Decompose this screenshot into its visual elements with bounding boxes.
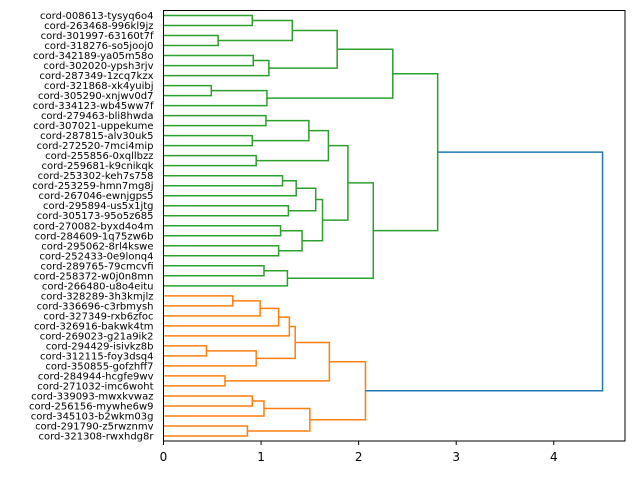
leaf-label: cord-272520-7mci4mip xyxy=(37,141,154,152)
dendrogram-link-cluster_1 xyxy=(266,48,394,99)
dendrogram-link-cluster_1 xyxy=(302,198,324,242)
dendrogram-link-cluster_1 xyxy=(163,34,219,47)
leaf-label: cord-305173-95o5z685 xyxy=(37,211,154,222)
leaf-label: cord-271032-imc6woht xyxy=(37,381,153,392)
dendrogram-link-cluster_2 xyxy=(163,345,208,357)
leaf-label: cord-267046-ewnjgps5 xyxy=(38,191,153,202)
dendrogram-link-cluster_1 xyxy=(163,84,213,97)
leaf-label: cord-326916-bakwk4tm xyxy=(34,321,154,332)
dendrogram-link-cluster_2 xyxy=(247,407,311,432)
leaf-label: cord-342189-ya05m58o xyxy=(33,51,153,62)
dendrogram-link-cluster_2 xyxy=(163,400,265,417)
leaf-label: cord-345103-b2wkm03g xyxy=(31,411,154,422)
leaf-label: cord-294429-isivkz8b xyxy=(46,341,154,352)
x-tick-label: 1 xyxy=(257,450,265,464)
leaf-label: cord-318276-so5jooj0 xyxy=(44,41,153,52)
leaf-label: cord-328289-3h3kmjlz xyxy=(41,291,154,302)
dendrogram-link-cluster_1 xyxy=(373,72,439,232)
leaf-label: cord-287815-alv30uk5 xyxy=(40,131,153,142)
leaf-label: cord-269023-g21a9ik2 xyxy=(40,331,154,342)
leaf-label: cord-302020-ypsh3rjv xyxy=(43,61,153,72)
dendrogram-link-cluster_1 xyxy=(163,14,254,27)
leaf-label: cord-336696-c3rbmysh xyxy=(37,301,154,312)
dendrogram-links xyxy=(163,14,604,437)
leaf-label: cord-263468-996kl9jz xyxy=(44,21,153,32)
dendrogram-link-cluster_1 xyxy=(268,29,338,69)
dendrogram-link-cluster_2 xyxy=(309,360,367,421)
dendrogram-link-cluster_2 xyxy=(163,300,261,317)
leaf-label: cord-284609-1q75zw6b xyxy=(35,231,154,242)
leaf-label: cord-252433-0e9lonq4 xyxy=(39,251,153,262)
dendrogram-link-cluster_1 xyxy=(278,230,303,252)
x-tick-label: 4 xyxy=(550,450,558,464)
dendrogram-link-cluster_1 xyxy=(163,245,280,257)
dendrogram-link-cluster_1 xyxy=(163,114,267,127)
dendrogram-link-cluster_1 xyxy=(163,89,268,107)
leaf-label: cord-301997-63160t7f xyxy=(41,31,154,42)
leaf-labels: cord-008613-tysyq6o4cord-263468-996kl9jz… xyxy=(29,11,154,442)
dendrogram-link-root xyxy=(365,151,604,392)
leaf-label: cord-334123-wb45ww7f xyxy=(33,101,154,112)
x-tick-label: 2 xyxy=(355,450,363,464)
leaf-label: cord-295062-8rl4kswe xyxy=(41,241,153,252)
leaf-label: cord-321308-rwxhdg8r xyxy=(38,431,154,442)
leaf-label: cord-258372-w0j0n8mn xyxy=(34,271,154,282)
leaf-label: cord-339093-mwxkvwaz xyxy=(31,391,153,402)
dendrogram-link-cluster_2 xyxy=(224,341,331,382)
leaf-label: cord-289765-79cmcvfi xyxy=(41,261,154,272)
leaf-label: cord-287349-1zcq7kzx xyxy=(39,71,153,82)
plot-frame xyxy=(163,10,626,442)
dendrogram-link-cluster_2 xyxy=(163,295,234,307)
dendrogram-link-cluster_2 xyxy=(163,307,280,327)
dendrogram-link-cluster_1 xyxy=(163,59,270,77)
dendrogram-link-cluster_1 xyxy=(163,54,255,67)
dendrogram-link-cluster_1 xyxy=(322,144,349,221)
leaf-label: cord-259681-k9cnikqk xyxy=(42,161,154,172)
dendrogram-link-cluster_1 xyxy=(163,225,282,237)
dendrogram-link-cluster_1 xyxy=(163,204,290,217)
leaf-label: cord-256156-mywhe6w9 xyxy=(29,401,154,412)
x-tick-label: 0 xyxy=(160,450,168,464)
leaf-label: cord-321868-xk4yuibj xyxy=(44,81,154,92)
leaf-label: cord-008613-tysyq6o4 xyxy=(40,11,153,22)
leaf-label: cord-307021-uppekume xyxy=(33,121,153,132)
dendrogram-link-cluster_2 xyxy=(163,375,226,387)
leaf-label: cord-279463-bli8hwda xyxy=(41,111,154,122)
leaf-label: cord-253302-keh7s758 xyxy=(38,171,154,182)
leaf-label: cord-270082-byxd4o4m xyxy=(33,221,153,232)
dendrogram-link-cluster_1 xyxy=(218,19,294,42)
leaf-label: cord-350855-gofzhff7 xyxy=(45,361,153,372)
dendrogram-link-cluster_1 xyxy=(256,129,330,162)
dendrogram-link-cluster_1 xyxy=(288,187,317,212)
dendrogram-link-cluster_1 xyxy=(252,119,310,142)
leaf-label: cord-284944-hcgfe9wv xyxy=(38,371,154,382)
dendrogram-link-cluster_1 xyxy=(163,179,297,197)
x-tick-label: 3 xyxy=(452,450,460,464)
leaf-label: cord-255856-0xqllbzz xyxy=(45,151,153,162)
dendrogram-link-cluster_1 xyxy=(163,154,257,167)
dendrogram-link-cluster_1 xyxy=(163,270,289,287)
leaf-label: cord-327349-rxb6zfoc xyxy=(43,311,153,322)
x-axis-ticks: 0 1 2 3 4 xyxy=(160,441,558,464)
dendrogram-link-cluster_2 xyxy=(163,350,257,367)
dendrogram-link-cluster_1 xyxy=(163,174,284,187)
leaf-label: cord-312115-foy3dsq4 xyxy=(40,351,153,362)
leaf-label: cord-266480-u8o4eitu xyxy=(42,281,154,292)
dendrogram-link-cluster_1 xyxy=(163,134,254,147)
leaf-label: cord-305290-xnjwv0d7 xyxy=(38,91,154,102)
dendrogram-link-cluster_2 xyxy=(163,395,254,407)
leaf-label: cord-291790-z5rwznmv xyxy=(35,421,154,432)
dendrogram-link-cluster_2 xyxy=(163,425,249,437)
leaf-label: cord-253259-hmn7mg8j xyxy=(32,181,153,192)
leaf-label: cord-295894-us5x1jtg xyxy=(43,201,154,212)
dendrogram-link-cluster_1 xyxy=(163,265,265,277)
